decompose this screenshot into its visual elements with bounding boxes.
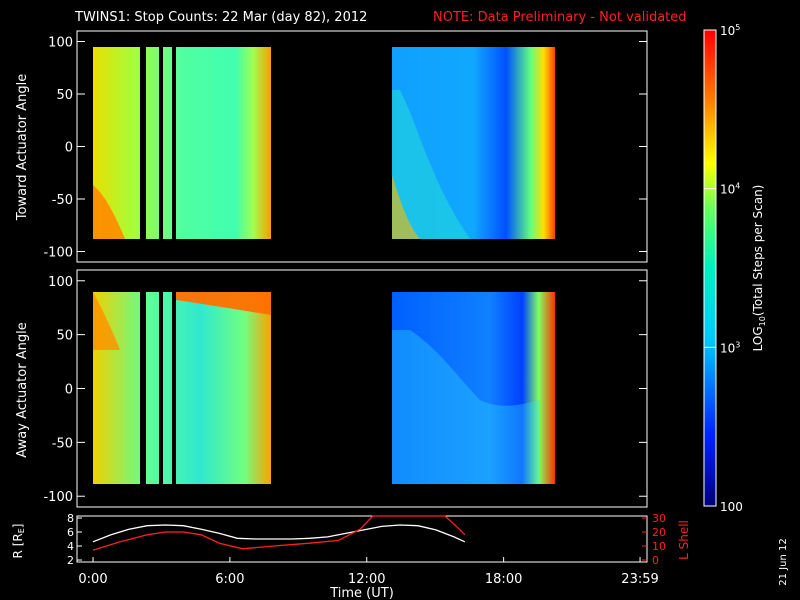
panel-away-yaxis: 100 50 0 -50 -100 [43, 275, 647, 505]
panel-toward-cone-2 [392, 90, 470, 239]
colorbar-label: LOG10(Total Steps per Scan) [751, 185, 767, 352]
xtick-label: 18:00 [485, 572, 522, 587]
orbit-series [92, 515, 466, 551]
panel-toward-hotspot-1 [93, 185, 125, 239]
orbit-left-tick-label: 2 [67, 554, 74, 567]
panel-toward-yaxis: 100 50 0 -50 -100 [43, 36, 647, 261]
orbit-ylabel-left: R [RE] [11, 524, 26, 559]
panel-away-hotband [176, 292, 271, 315]
panel-toward: 100 50 0 -50 -100 Toward Actuator Angle [15, 30, 648, 263]
orbit-right-tick-label: 10 [652, 540, 666, 553]
panel-away-gap-3 [172, 292, 176, 484]
panel-away-block-1 [93, 292, 271, 484]
away-ytick-label: -50 [52, 436, 73, 451]
generation-date: 21 Jun 12 [778, 538, 789, 585]
colorbar-tick-label: 100 [720, 500, 743, 514]
panel-away-gap-2 [159, 292, 163, 484]
panel-away-ylabel: Away Actuator Angle [15, 322, 30, 457]
colorbar-tick-label: 103 [720, 340, 740, 355]
panel-orbit-xaxis: 0:00 6:00 12:00 18:00 23:59 [78, 557, 659, 587]
radius-series [92, 524, 466, 543]
toward-ytick-label: -100 [43, 246, 73, 261]
orbit-left-tick-label: 4 [67, 540, 74, 553]
away-ytick-label: 50 [56, 329, 73, 344]
panel-orbit-frame [76, 515, 648, 563]
panel-toward-hotspot-2 [392, 175, 420, 239]
toward-ytick-label: -50 [52, 193, 73, 208]
xaxis-label: Time (UT) [329, 586, 394, 600]
colorbar-gradient [703, 29, 717, 507]
away-ytick-label: 0 [65, 383, 73, 398]
orbit-right-tick-label: 20 [652, 526, 666, 539]
xtick-label: 0:00 [78, 572, 107, 587]
chart-title: TWINS1: Stop Counts: 22 Mar (day 82), 20… [74, 10, 367, 25]
panel-toward-ylabel: Toward Actuator Angle [15, 74, 30, 221]
toward-ytick-label: 0 [65, 141, 73, 156]
colorbar-tick-label: 105 [720, 23, 740, 38]
panel-toward-gap-1 [140, 47, 146, 239]
orbit-right-tick-label: 30 [652, 512, 666, 525]
panel-toward-gap-3 [172, 47, 176, 239]
panel-toward-block-2 [392, 47, 555, 239]
panel-away: 100 50 0 -50 -100 Away Actuator Angle [15, 269, 648, 508]
toward-ytick-label: 50 [56, 88, 73, 103]
xtick-label: 12:00 [348, 572, 385, 587]
away-ytick-label: 100 [48, 275, 73, 290]
colorbar: 100 103 104 105 LOG10(Total Steps per Scan) [703, 23, 767, 514]
orbit-ylabel-right: L Shell [677, 520, 691, 560]
preliminary-note: NOTE: Data Preliminary - Not validated [433, 10, 687, 25]
panel-toward-gap-2 [159, 47, 163, 239]
orbit-right-tick-label: 0 [652, 554, 659, 567]
panel-toward-block-1 [93, 47, 271, 239]
orbit-left-tick-label: 6 [67, 526, 74, 539]
colorbar-tick-label: 104 [720, 182, 740, 197]
orbit-left-tick-label: 8 [67, 512, 74, 525]
panel-away-hotspot [93, 292, 120, 350]
toward-ytick-label: 100 [48, 36, 73, 51]
xtick-label: 23:59 [621, 572, 658, 587]
away-ytick-label: -100 [43, 490, 73, 505]
colorbar-ticks: 100 103 104 105 [704, 23, 743, 514]
panel-away-block-2 [392, 292, 555, 484]
lshell-series [92, 515, 466, 551]
panel-away-cone [392, 330, 540, 484]
panel-away-gap-1 [140, 292, 146, 484]
xtick-label: 6:00 [215, 572, 244, 587]
